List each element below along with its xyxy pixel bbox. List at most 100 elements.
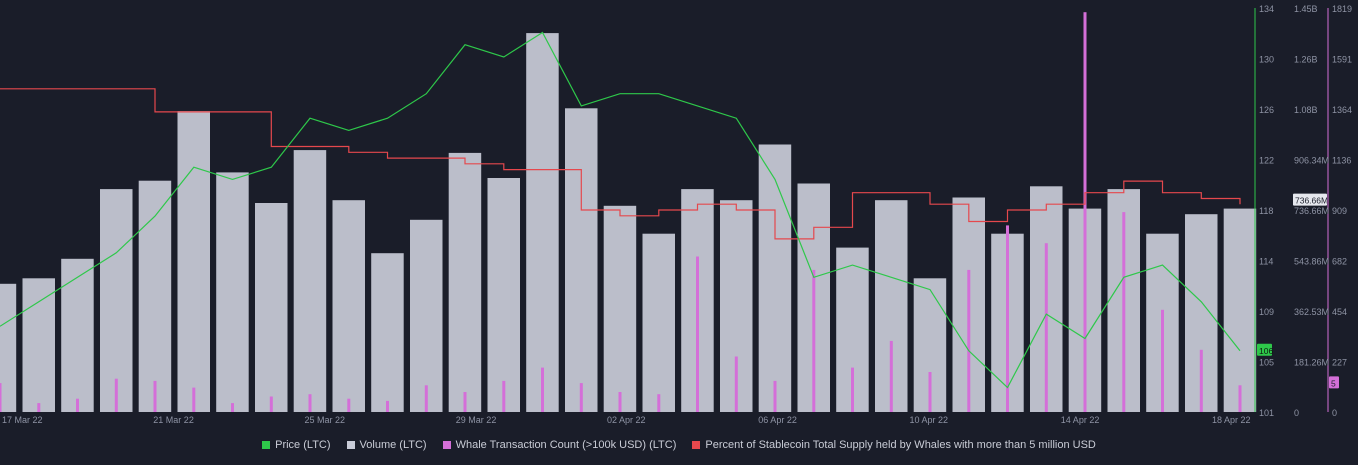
x-axis-tick: 02 Apr 22	[607, 415, 646, 425]
whale-bar	[269, 396, 273, 412]
volume-bar	[177, 111, 210, 412]
price-axis-tick: 105	[1259, 358, 1274, 368]
whale-bar	[308, 394, 312, 412]
price-axis-tick: 114	[1259, 257, 1273, 267]
whale-bar	[541, 367, 544, 412]
volume-bar	[22, 278, 55, 412]
price-axis-tick: 109	[1259, 307, 1274, 317]
whale-bar	[696, 256, 699, 412]
price-axis-tick: 101	[1259, 408, 1274, 418]
whale-badge-bg	[1329, 376, 1339, 389]
whale-bar	[347, 398, 351, 412]
legend: Price (LTC) Volume (LTC) Whale Transacti…	[0, 436, 1358, 454]
whale-bar	[386, 400, 389, 412]
volume-badge: 736.66M	[1295, 196, 1328, 206]
volume-bar	[410, 219, 443, 412]
legend-swatch-whale	[442, 441, 451, 449]
volume-bar	[138, 180, 172, 412]
volume-axis-tick: 906.34M	[1294, 156, 1329, 166]
whale-axis-tick: 682	[1332, 257, 1347, 267]
whale-bar	[153, 380, 157, 412]
volume-bar	[100, 189, 133, 412]
whale-bar	[928, 372, 932, 412]
whale-bar	[1161, 309, 1164, 412]
whale-axis-tick: 454	[1332, 307, 1347, 317]
whale-bar	[734, 356, 738, 412]
whale-axis-tick: 1591	[1332, 55, 1352, 65]
x-axis-tick: 10 Apr 22	[910, 415, 949, 425]
volume-bar	[293, 150, 327, 412]
whale-bar	[851, 367, 854, 412]
volume-bar	[526, 33, 559, 412]
legend-label-whale: Whale Transaction Count (>100k USD) (LTC…	[455, 439, 677, 451]
whale-bar	[657, 394, 661, 412]
whale-bar	[1044, 243, 1048, 412]
legend-item-price[interactable]: Price (LTC)	[262, 439, 331, 451]
volume-bar	[1223, 208, 1257, 412]
price-axis-tick: 134	[1259, 4, 1274, 14]
whale-axis-tick: 1819	[1332, 4, 1352, 14]
legend-swatch-stablecoin	[692, 441, 701, 449]
x-axis-tick: 18 Apr 22	[1212, 415, 1251, 425]
volume-axis-tick: 543.86M	[1294, 257, 1329, 267]
volume-axis-tick: 0	[1294, 408, 1299, 418]
price-axis-tick: 130	[1259, 55, 1274, 65]
volume-bar	[371, 253, 404, 412]
whale-bar	[1006, 225, 1009, 412]
whale-bar	[889, 340, 893, 412]
x-axis-tick: 21 Mar 22	[153, 415, 194, 425]
whale-axis-tick: 0	[1332, 408, 1337, 418]
stablecoin-line	[0, 88, 1241, 240]
price-series	[0, 31, 1241, 389]
whale-bar	[1122, 212, 1126, 412]
whale-bar	[0, 383, 2, 412]
legend-item-volume[interactable]: Volume (LTC)	[346, 439, 427, 451]
price-line	[0, 31, 1241, 389]
whale-axis-tick: 227	[1332, 358, 1347, 368]
whale-bar	[463, 392, 467, 412]
whale-series	[0, 12, 1242, 412]
price-axis-tick: 126	[1259, 105, 1274, 115]
legend-label-volume: Volume (LTC)	[359, 439, 427, 451]
whale-bar	[1199, 349, 1203, 412]
legend-label-price: Price (LTC)	[275, 439, 331, 451]
whale-bar	[1083, 12, 1087, 412]
axes: 134 130 126 122 118 114 109 105 101 1.45B 1.26B 1.0…	[1254, 4, 1352, 418]
volume-bar	[487, 178, 520, 412]
legend-item-stablecoin[interactable]: Percent of Stablecoin Total Supply held …	[692, 439, 1096, 451]
whale-bar	[192, 387, 196, 412]
whale-badge: 5	[1331, 378, 1336, 388]
whale-axis-tick: 909	[1332, 206, 1347, 216]
volume-bar	[0, 283, 17, 412]
price-axis-tick: 118	[1259, 206, 1273, 216]
legend-item-whale[interactable]: Whale Transaction Count (>100k USD) (LTC…	[442, 439, 677, 451]
volume-bar	[61, 258, 94, 412]
volume-axis-tick: 1.45B	[1294, 4, 1318, 14]
volume-series	[0, 33, 1257, 413]
volume-bar	[332, 200, 365, 412]
whale-bar	[37, 403, 41, 412]
legend-swatch-volume	[346, 441, 355, 449]
legend-label-stablecoin: Percent of Stablecoin Total Supply held …	[705, 439, 1096, 451]
volume-bar	[642, 233, 675, 412]
volume-bar	[216, 172, 249, 412]
whale-bar	[231, 403, 234, 412]
x-axis-tick: 14 Apr 22	[1061, 415, 1100, 425]
whale-bar	[618, 392, 622, 412]
whale-axis-tick: 1364	[1332, 105, 1352, 115]
x-axis-tick: 17 Mar 22	[2, 415, 43, 425]
whale-bar	[579, 383, 583, 412]
volume-badge-bg	[1293, 193, 1327, 206]
volume-axis-tick: 181.26M	[1294, 358, 1329, 368]
whale-bar	[812, 269, 816, 412]
whale-bar	[967, 269, 971, 412]
x-axis-tick: 29 Mar 22	[456, 415, 497, 425]
volume-bar	[448, 152, 482, 412]
whale-bar	[114, 378, 118, 412]
stablecoin-series	[0, 88, 1241, 240]
x-axis-ticks: 17 Mar 22 21 Mar 22 25 Mar 22 29 Mar 22 02 A…	[2, 415, 1251, 425]
x-axis-tick: 25 Mar 22	[305, 415, 346, 425]
volume-axis-tick: 1.26B	[1294, 55, 1318, 65]
